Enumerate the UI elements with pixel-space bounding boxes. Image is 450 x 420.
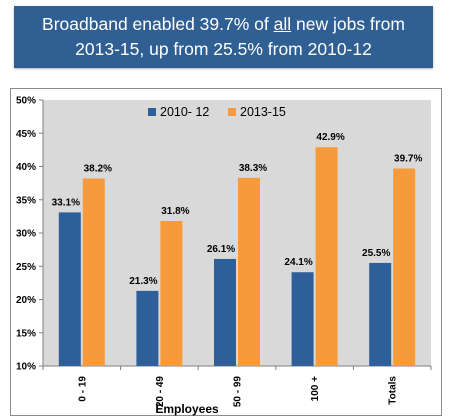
bar-2013-15 [393,168,416,366]
bar-2013-15 [82,178,105,366]
data-label: 38.3% [239,163,267,174]
legend-swatch [148,108,156,116]
bar-2013-15 [315,147,338,366]
y-tick-label: 50% [16,96,36,107]
data-label: 38.2% [84,163,112,174]
bar-2010-12 [291,272,314,366]
x-tick-label: 0 - 19 [77,376,88,402]
y-tick-label: 30% [16,229,36,240]
plot-area [43,100,431,366]
y-tick-label: 15% [16,328,36,339]
data-label: 31.8% [161,206,189,217]
legend-swatch [228,108,236,116]
y-tick-label: 20% [16,295,36,306]
x-tick-label: 20 - 49 [155,376,166,408]
data-label: 42.9% [316,132,344,143]
title-emphasis: all [273,14,292,34]
data-label: 33.1% [52,197,80,208]
x-tick-label: Totals [388,376,399,405]
y-tick-label: 10% [16,362,36,373]
data-label: 25.5% [362,248,390,259]
title-line-1-part-c: new jobs from [291,14,405,34]
bar-2013-15 [238,177,260,366]
legend-label: 2010- 12 [160,105,209,119]
y-tick-label: 40% [16,162,36,173]
data-label: 24.1% [284,257,312,268]
y-tick-label: 35% [16,195,36,206]
title-line-1: Broadband enabled 39.7% of all new jobs … [14,12,433,37]
data-label: 21.3% [129,276,157,287]
legend-label: 2013-15 [240,105,286,119]
bar-2010-12 [58,212,81,366]
data-label: 39.7% [394,153,422,164]
x-tick-label: 100 + [310,376,321,401]
bar-2010-12 [136,290,159,366]
x-axis-title: Employees [155,402,219,416]
y-tick-label: 45% [16,129,36,140]
legend: 2010- 12 2013-15 [148,105,286,119]
chart-title-banner: Broadband enabled 39.7% of all new jobs … [14,6,433,68]
data-label: 26.1% [207,244,235,255]
bar-2010-12 [369,262,392,366]
title-line-1-part-a: Broadband enabled 39.7% of [42,14,274,34]
bar-2013-15 [160,221,183,366]
x-tick-label: 50 - 99 [233,376,244,408]
y-tick-label: 25% [16,262,36,273]
bar-2010-12 [214,258,236,366]
title-line-2: 2013-15, up from 25.5% from 2010-12 [75,39,372,59]
